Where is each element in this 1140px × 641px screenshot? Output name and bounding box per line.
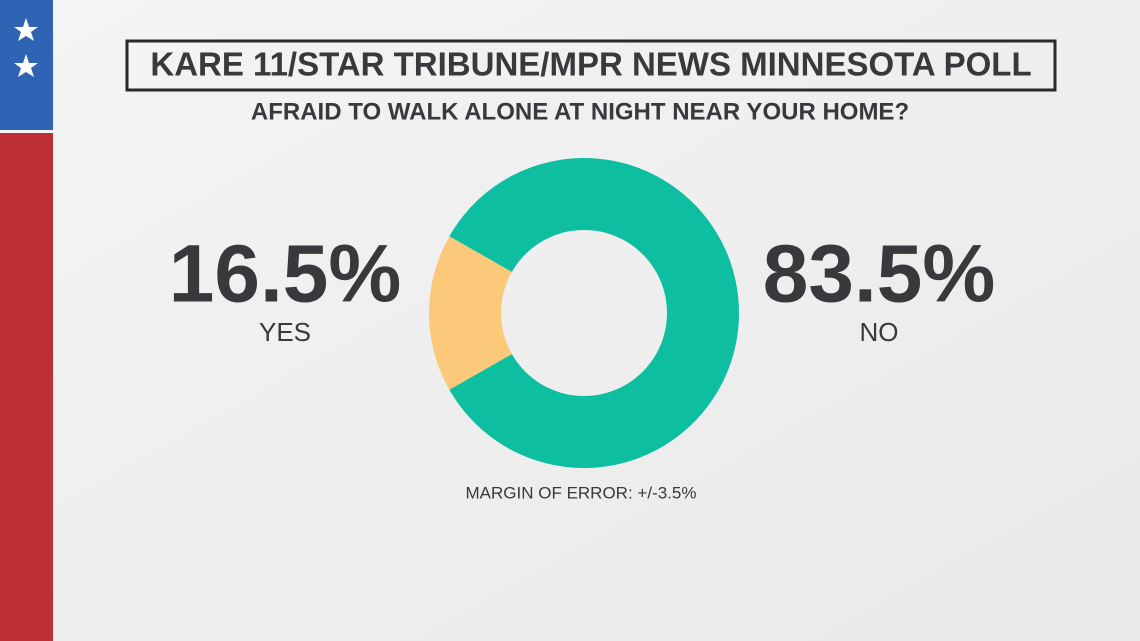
title-box [125, 39, 1057, 92]
donut-slice [429, 236, 512, 390]
value-label: 83.5% [763, 229, 996, 320]
category-label: NO [860, 317, 899, 347]
red-stripe [0, 133, 53, 641]
value-label: 16.5% [169, 229, 402, 320]
chart-subtitle: AFRAID TO WALK ALONE AT NIGHT NEAR YOUR … [251, 98, 909, 125]
star [14, 18, 38, 41]
category-label: YES [259, 317, 311, 347]
star [14, 54, 38, 77]
note: MARGIN OF ERROR: +/-3.5% [466, 483, 697, 502]
donut-slice [449, 158, 739, 468]
chart-title: KARE 11/STAR TRIBUNE/MPR NEWS MINNESOTA … [150, 46, 1031, 83]
